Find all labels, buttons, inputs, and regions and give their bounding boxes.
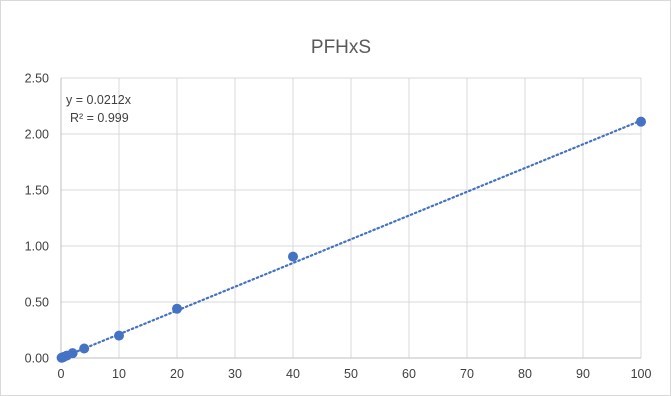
trendline <box>59 119 643 360</box>
x-tick-label: 80 <box>518 367 532 381</box>
chart-title: PFHxS <box>311 37 371 58</box>
y-tick-label: 1.50 <box>25 184 49 198</box>
trendline-line <box>59 119 643 360</box>
data-point <box>67 348 78 359</box>
y-tick-label: 2.00 <box>25 128 49 142</box>
data-point <box>79 343 90 354</box>
trendline-r-squared: R² = 0.999 <box>70 111 129 125</box>
x-tick-label: 90 <box>576 367 590 381</box>
grid <box>61 77 642 358</box>
data-point <box>288 251 298 262</box>
y-tick-label: 1.00 <box>25 240 49 254</box>
x-tick-label: 50 <box>344 367 358 381</box>
data-point <box>636 116 646 127</box>
x-tick-label: 20 <box>170 367 184 381</box>
x-tick-label: 0 <box>58 367 65 381</box>
x-tick-label: 100 <box>631 367 652 381</box>
data-point <box>114 330 124 341</box>
x-tick-label: 30 <box>228 367 242 381</box>
trendline-equation: y = 0.0212x <box>66 93 132 107</box>
y-tick-label: 0.00 <box>25 352 49 366</box>
x-tick-label: 10 <box>112 367 126 381</box>
x-tick-label: 70 <box>460 367 474 381</box>
y-tick-label: 2.50 <box>25 72 49 86</box>
y-tick-label: 0.50 <box>25 296 49 310</box>
x-tick-label: 60 <box>402 367 416 381</box>
axes <box>60 78 641 359</box>
x-tick-label: 40 <box>286 367 300 381</box>
data-point <box>172 303 182 314</box>
tick-labels: 0 10 20 30 40 50 60 70 80 90 100 0.00 0.50 1.00 1.50 2.… <box>25 72 652 382</box>
data-points <box>56 116 646 363</box>
